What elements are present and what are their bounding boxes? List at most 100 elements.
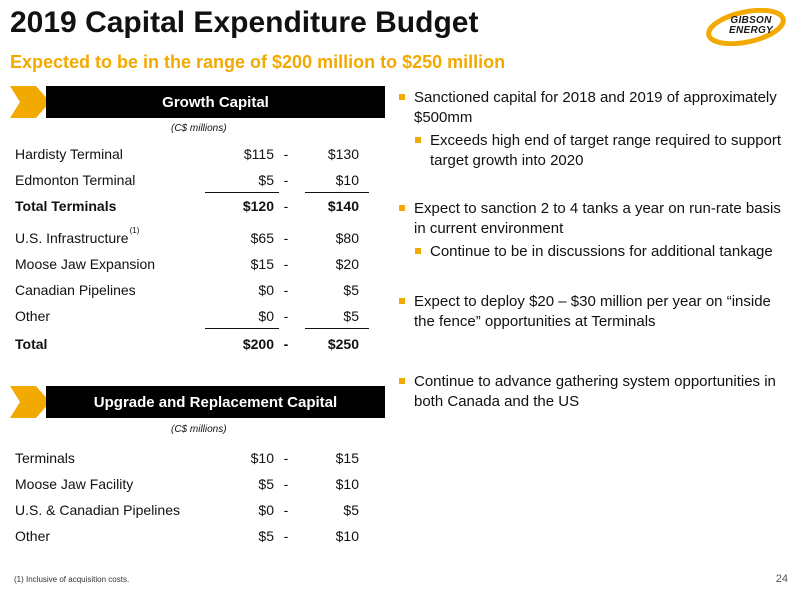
low-value: $0 [258,282,274,298]
bullet-text: Expect to sanction 2 to 4 tanks a year o… [414,200,781,237]
range-dash: - [283,336,289,352]
low-value: $5 [258,172,274,188]
row-label: Total [15,336,48,352]
sub-bullet-item: Continue to be in discussions for additi… [398,242,790,262]
key-points-list: Sanctioned capital for 2018 and 2019 of … [398,88,790,412]
low-value: $65 [250,230,274,246]
high-value: $5 [343,502,359,518]
range-dash: - [283,502,289,518]
logo-line2: ENERGY [729,25,774,36]
high-value: $10 [335,528,359,544]
table-row: Moose Jaw Expansion $15 - $20 [15,252,370,278]
bullet-square-icon [415,137,421,143]
row-label: Moose Jaw Expansion [15,256,156,272]
footnote-marker: (1) [129,226,140,236]
subtotal-underline [205,192,279,193]
table-row: Terminals $10 - $15 [15,446,370,472]
range-dash: - [283,172,289,188]
bullet-square-icon [399,378,405,384]
slide-subtitle: Expected to be in the range of $200 mill… [10,52,506,72]
logo-line1: GIBSON [730,15,772,26]
bullet-item: Sanctioned capital for 2018 and 2019 of … [398,88,790,128]
high-value: $250 [327,336,359,352]
bullet-text: Sanctioned capital for 2018 and 2019 of … [414,89,777,126]
subtotal-underline [305,192,369,193]
table-row: Other $5 - $10 [15,524,370,550]
page-number: 24 [775,573,788,585]
row-label: Hardisty Terminal [15,146,123,162]
range-dash: - [283,282,289,298]
bullet-square-icon [399,94,405,100]
range-dash: - [283,308,289,324]
high-value: $20 [335,256,359,272]
low-value: $5 [258,476,274,492]
table-row-total: Total Terminals $120 - $140 [15,194,370,220]
row-label: Other [15,528,51,544]
table-row: Other $0 - $5 [15,304,370,330]
range-dash: - [283,146,289,162]
low-value: $15 [250,256,274,272]
low-value: $120 [242,198,274,214]
gibson-energy-logo: GIBSON ENERGY [705,8,787,46]
row-label: Terminals [15,450,75,466]
chevron-icon [10,386,50,418]
slide-title: 2019 Capital Expenditure Budget [10,6,479,39]
bullet-square-icon [399,298,405,304]
bullet-item: Continue to advance gathering system opp… [398,372,790,412]
high-value: $140 [327,198,359,214]
growth-unit-label: (C$ millions) [171,123,227,134]
low-value: $10 [250,450,274,466]
bullet-item: Expect to deploy $20 – $30 million per y… [398,292,790,332]
low-value: $5 [258,528,274,544]
low-value: $0 [258,502,274,518]
subtotal-underline [205,328,279,329]
table-row: Edmonton Terminal $5 - $10 [15,168,370,194]
high-value: $130 [327,146,359,162]
bullet-square-icon [399,205,405,211]
bullet-item: Expect to sanction 2 to 4 tanks a year o… [398,199,790,239]
low-value: $0 [258,308,274,324]
row-label: U.S. Infrastructure(1) [15,226,139,246]
table-row-total: Total $200 - $250 [15,332,370,358]
row-label: Edmonton Terminal [15,172,136,188]
row-label-text: U.S. Infrastructure [15,230,129,246]
range-dash: - [283,198,289,214]
upgrade-capital-banner: Upgrade and Replacement Capital [10,386,385,418]
range-dash: - [283,528,289,544]
bullet-square-icon [415,248,421,254]
sub-bullet-item: Exceeds high end of target range require… [398,131,790,171]
sub-bullet-text: Continue to be in discussions for additi… [430,243,773,260]
high-value: $5 [343,282,359,298]
row-label: U.S. & Canadian Pipelines [15,502,180,518]
table-row: Moose Jaw Facility $5 - $10 [15,472,370,498]
table-row: U.S. & Canadian Pipelines $0 - $5 [15,498,370,524]
range-dash: - [283,230,289,246]
chevron-icon [10,86,50,118]
row-label: Other [15,308,51,324]
growth-capital-table: Hardisty Terminal $115 - $130 Edmonton T… [15,142,370,358]
high-value: $5 [343,308,359,324]
table-row: Canadian Pipelines $0 - $5 [15,278,370,304]
high-value: $10 [335,476,359,492]
growth-capital-heading: Growth Capital [46,86,385,118]
upgrade-unit-label: (C$ millions) [171,424,227,435]
low-value: $200 [242,336,274,352]
upgrade-capital-heading: Upgrade and Replacement Capital [46,386,385,418]
upgrade-capital-table: Terminals $10 - $15 Moose Jaw Facility $… [15,446,370,550]
range-dash: - [283,256,289,272]
low-value: $115 [243,146,274,162]
table-row: U.S. Infrastructure(1) $65 - $80 [15,226,370,252]
subtotal-underline [305,328,369,329]
high-value: $10 [335,172,359,188]
sub-bullet-text: Exceeds high end of target range require… [430,132,782,169]
footnote: (1) Inclusive of acquisition costs. [14,575,130,584]
row-label: Moose Jaw Facility [15,476,134,492]
range-dash: - [283,476,289,492]
row-label: Canadian Pipelines [15,282,136,298]
range-dash: - [283,450,289,466]
table-row: Hardisty Terminal $115 - $130 [15,142,370,168]
bullet-text: Expect to deploy $20 – $30 million per y… [414,293,771,330]
high-value: $80 [335,230,359,246]
high-value: $15 [335,450,359,466]
growth-capital-banner: Growth Capital [10,86,385,118]
